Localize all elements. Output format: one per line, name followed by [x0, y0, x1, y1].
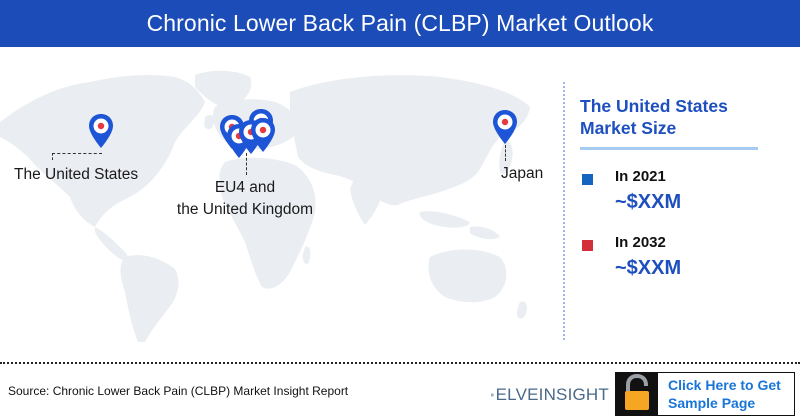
- legend-swatch-blue: [582, 174, 593, 185]
- region-label-japan: Japan: [501, 165, 544, 182]
- delveinsight-logo-icon: [491, 393, 494, 397]
- japan-leader-line: [505, 145, 506, 161]
- market-value: ~$XXM: [615, 257, 682, 279]
- panel-divider: [563, 82, 565, 340]
- region-label-eu: EU4 and the United Kingdom: [176, 179, 314, 218]
- market-row-2021: In 2021 ~$XXM: [580, 168, 780, 220]
- us-leader-arrow: [52, 153, 53, 160]
- market-row-2032: In 2032 ~$XXM: [580, 234, 780, 286]
- unlock-icon: [616, 373, 658, 415]
- page-title: Chronic Lower Back Pain (CLBP) Market Ou…: [146, 10, 654, 36]
- market-value: ~$XXM: [615, 191, 682, 213]
- market-year: In 2021: [615, 168, 666, 185]
- world-map: The United States EU4 and the United Kin…: [0, 47, 560, 342]
- us-leader-line: [52, 153, 102, 154]
- eu-leader-line: [246, 153, 247, 175]
- get-sample-page-button[interactable]: Click Here to Get Sample Page: [615, 372, 795, 416]
- cta-label: Click Here to Get Sample Page: [668, 377, 781, 411]
- legend-swatch-red: [582, 240, 593, 251]
- logo-text: ELVEINSIGHT: [495, 385, 609, 404]
- us-location-pin-icon: [89, 114, 113, 148]
- footer-divider: [0, 362, 800, 364]
- region-label-us: The United States: [14, 166, 139, 183]
- market-year: In 2032: [615, 234, 666, 251]
- panel-title: The United States Market Size: [580, 96, 728, 138]
- japan-location-pin-icon: [493, 110, 517, 144]
- delveinsight-logo[interactable]: ELVEINSIGHT: [491, 380, 609, 410]
- panel-title-underline: [580, 147, 758, 150]
- eu-location-pin-icon: [251, 118, 275, 152]
- source-note: Source: Chronic Lower Back Pain (CLBP) M…: [8, 384, 349, 398]
- page-header: Chronic Lower Back Pain (CLBP) Market Ou…: [0, 0, 800, 47]
- market-size-panel: The United States Market Size In 2021 ~$…: [580, 95, 780, 286]
